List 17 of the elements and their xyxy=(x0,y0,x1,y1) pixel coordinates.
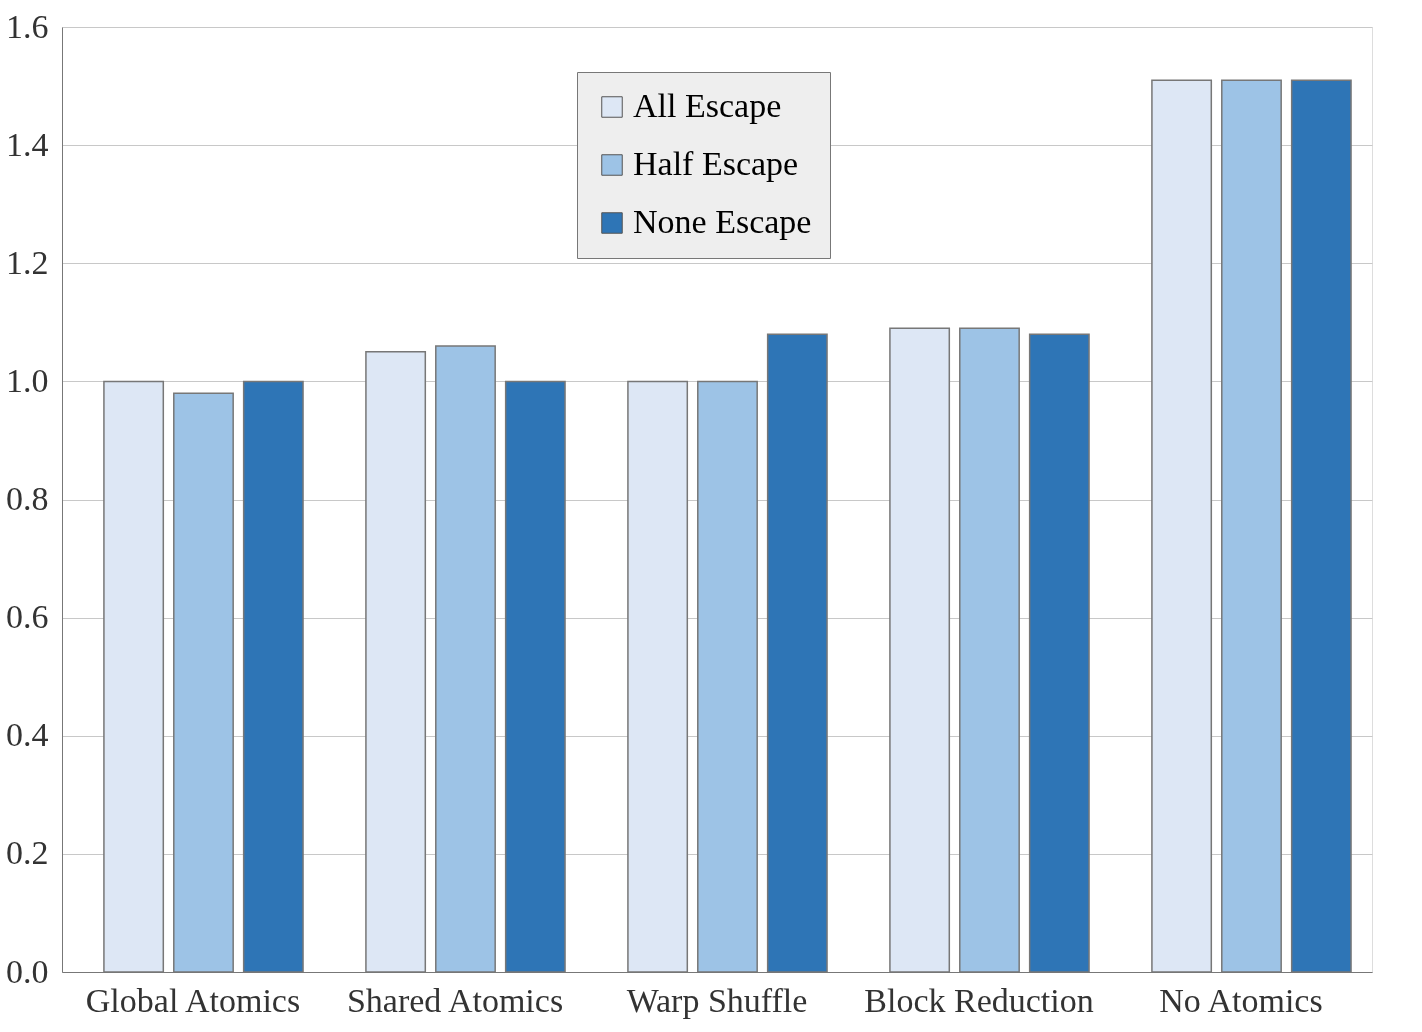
y-tick-label: 1.4 xyxy=(6,125,49,163)
y-tick-label: 0.8 xyxy=(6,480,49,517)
x-tick-label: Warp Shuffle xyxy=(626,981,808,1019)
y-tick-label: 1.6 xyxy=(6,7,49,45)
legend-label: Half Escape xyxy=(633,145,799,182)
y-tick-label: 0.2 xyxy=(6,834,49,872)
x-tick-label: Block Reduction xyxy=(864,981,1094,1019)
y-tick-label: 1.0 xyxy=(6,361,49,399)
legend-label: All Escape xyxy=(633,87,782,124)
y-tick-label: 0.6 xyxy=(6,598,49,636)
y-tick-label: 1.2 xyxy=(6,243,49,281)
x-tick-label: No Atomics xyxy=(1159,981,1323,1019)
x-tick-label: Global Atomics xyxy=(85,981,301,1019)
y-tick-label: 0.0 xyxy=(6,952,49,990)
x-tick-label: Shared Atomics xyxy=(346,981,564,1019)
y-tick-label: 0.4 xyxy=(6,716,49,754)
legend-label: None Escape xyxy=(633,203,812,240)
